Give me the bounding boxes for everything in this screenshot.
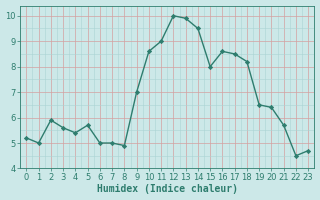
- X-axis label: Humidex (Indice chaleur): Humidex (Indice chaleur): [97, 184, 238, 194]
